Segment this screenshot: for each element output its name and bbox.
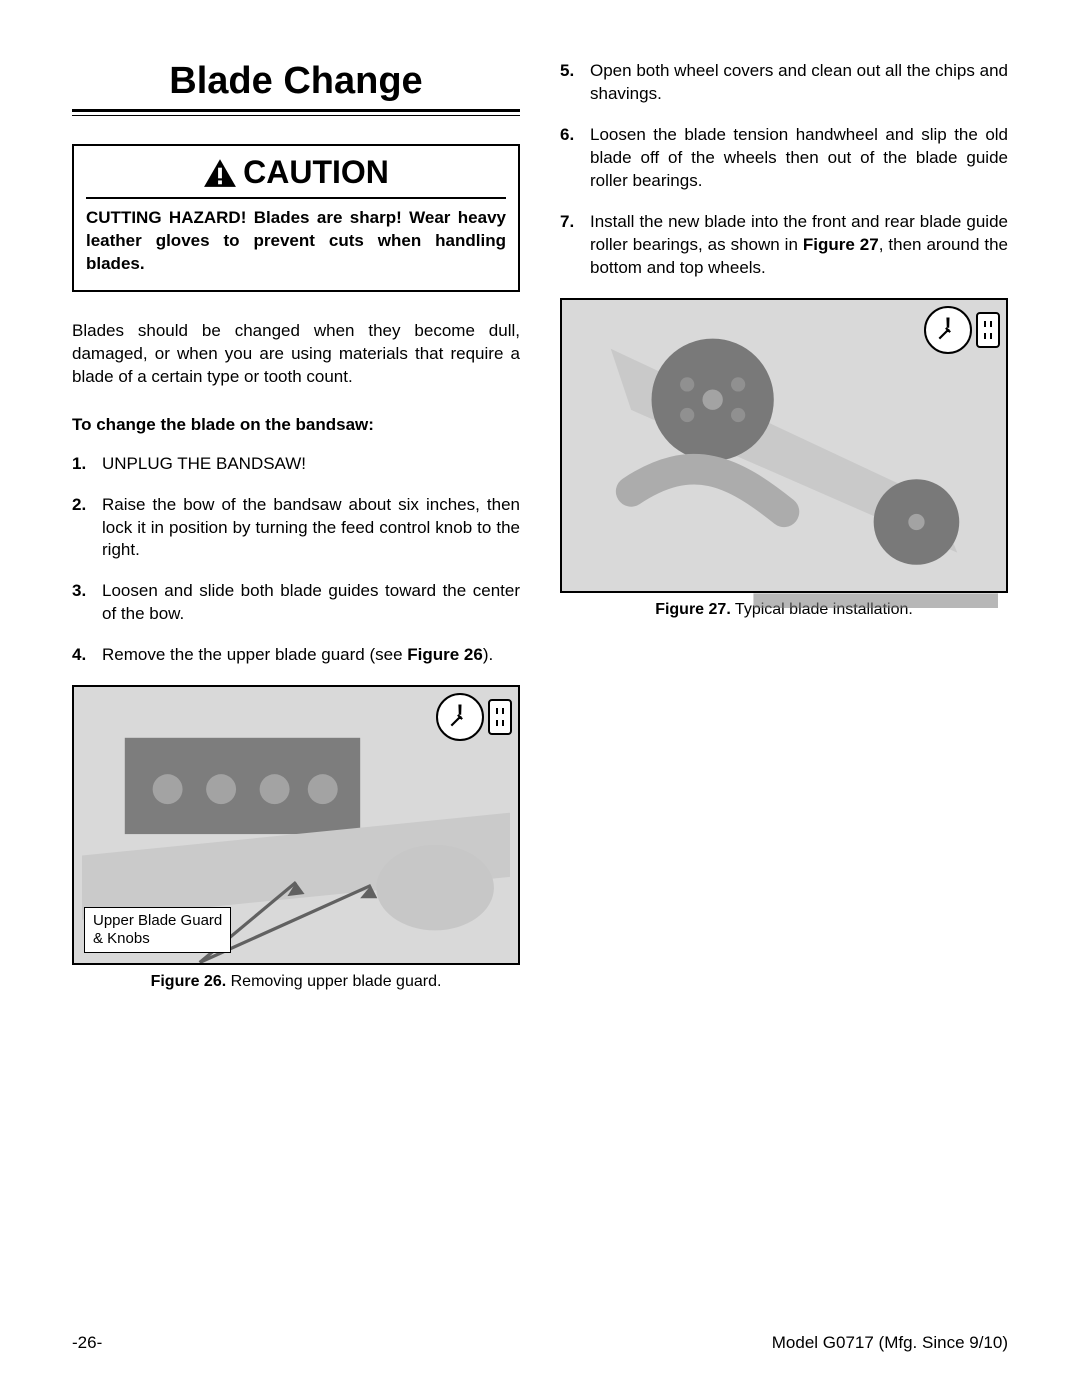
outlet-icon <box>976 312 1000 348</box>
left-column: Blade Change CAUTION CUTTING HAZARD! Bla… <box>72 60 520 991</box>
step-2: Raise the bow of the bandsaw about six i… <box>72 494 520 563</box>
unplug-badge: ! <box>436 693 512 741</box>
step-7: Install the new blade into the front and… <box>560 211 1008 280</box>
right-column: Open both wheel covers and clean out all… <box>560 60 1008 991</box>
caution-heading: CAUTION <box>86 154 506 199</box>
intro-paragraph: Blades should be changed when they becom… <box>72 320 520 389</box>
step-4: Remove the the upper blade guard (see Fi… <box>72 644 520 667</box>
caution-box: CAUTION CUTTING HAZARD! Blades are sharp… <box>72 144 520 292</box>
figure-26: ! Upper Blade Guard & Knobs Figure 26. R… <box>72 685 520 991</box>
svg-text:!: ! <box>944 317 951 337</box>
procedure-subhead: To change the blade on the bandsaw: <box>72 415 520 435</box>
step-5: Open both wheel covers and clean out all… <box>560 60 1008 106</box>
steps-left: UNPLUG THE BANDSAW! Raise the bow of the… <box>72 453 520 668</box>
figure-27-image: ! <box>560 298 1008 593</box>
figure-26-image: ! Upper Blade Guard & Knobs <box>72 685 520 965</box>
step-1: UNPLUG THE BANDSAW! <box>72 453 520 476</box>
outlet-icon <box>488 699 512 735</box>
step-3: Loosen and slide both blade guides towar… <box>72 580 520 626</box>
svg-text:!: ! <box>456 704 463 724</box>
warning-triangle-icon <box>203 158 237 188</box>
model-info: Model G0717 (Mfg. Since 9/10) <box>772 1333 1008 1353</box>
caution-body: CUTTING HAZARD! Blades are sharp! Wear h… <box>86 207 506 276</box>
step-6: Loosen the blade tension handwheel and s… <box>560 124 1008 193</box>
title-rule <box>72 109 520 116</box>
page-footer: -26- Model G0717 (Mfg. Since 9/10) <box>72 1333 1008 1353</box>
steps-right: Open both wheel covers and clean out all… <box>560 60 1008 280</box>
figure-27-ref: Figure 27 <box>803 235 879 254</box>
plug-circle-icon: ! <box>436 693 484 741</box>
figure-26-annotation: Upper Blade Guard & Knobs <box>84 907 231 953</box>
caution-heading-text: CAUTION <box>243 154 389 191</box>
plug-circle-icon: ! <box>924 306 972 354</box>
figure-26-ref: Figure 26 <box>407 645 483 664</box>
figure-27: ! Figure 27. Typical blade installation. <box>560 298 1008 619</box>
page-title: Blade Change <box>72 60 520 103</box>
unplug-badge: ! <box>924 306 1000 354</box>
page-number: -26- <box>72 1333 102 1353</box>
